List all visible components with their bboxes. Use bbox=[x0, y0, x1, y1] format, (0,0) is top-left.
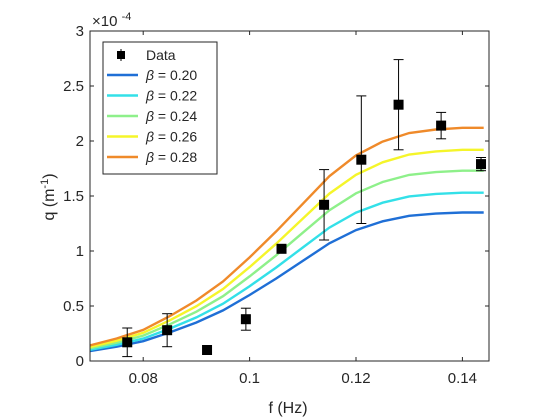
y-tick-label: 2.5 bbox=[63, 78, 84, 95]
data-point bbox=[202, 345, 213, 355]
legend: Data β = 0.20β = 0.22β = 0.24β = 0.26β =… bbox=[102, 41, 218, 175]
x-tick-label: 0.1 bbox=[239, 370, 260, 387]
x-tick-label: 0.08 bbox=[129, 370, 158, 387]
legend-label-5: β = 0.28 bbox=[145, 149, 197, 165]
y-multiplier: ×10 -4 bbox=[92, 11, 131, 30]
legend-label-data: Data bbox=[146, 47, 176, 63]
legend-label-4: β = 0.26 bbox=[145, 129, 197, 145]
x-tick-label: 0.12 bbox=[341, 370, 370, 387]
data-point bbox=[356, 154, 367, 165]
plot-area bbox=[89, 59, 487, 358]
data-point bbox=[393, 99, 404, 110]
x-tick-label: 0.14 bbox=[448, 370, 477, 387]
legend-square-marker bbox=[117, 51, 125, 59]
y-tick-label: 2 bbox=[76, 133, 84, 150]
legend-label-3: β = 0.24 bbox=[145, 108, 197, 124]
y-tick-label: 3 bbox=[76, 23, 84, 40]
curve-series-5 bbox=[89, 126, 484, 347]
data-point bbox=[276, 243, 287, 254]
legend-label-2: β = 0.22 bbox=[145, 88, 197, 104]
data-point bbox=[122, 337, 133, 348]
curve-series-1 bbox=[89, 211, 484, 353]
y-tick-label: 0 bbox=[76, 353, 84, 370]
y-tick-label: 0.5 bbox=[63, 298, 84, 315]
legend-item-data: Data bbox=[117, 47, 176, 63]
legend-curves: β = 0.20 β = 0.22 β = 0.24 β = 0.26 β = 0.28 bbox=[107, 67, 197, 165]
curve-series-4 bbox=[89, 148, 484, 349]
x-axis-label: f (Hz) bbox=[268, 400, 307, 417]
data-point bbox=[319, 199, 330, 210]
curve-series-2 bbox=[89, 191, 484, 351]
data-point bbox=[436, 120, 447, 131]
legend-label-1: β = 0.20 bbox=[145, 67, 197, 83]
curve-series-3 bbox=[89, 169, 484, 350]
y-axis-label: q (m-1) bbox=[39, 173, 58, 220]
data-point bbox=[240, 314, 251, 325]
data-point bbox=[162, 325, 173, 336]
y-tick-label: 1 bbox=[76, 243, 84, 260]
data-point bbox=[476, 159, 487, 170]
legend-box bbox=[102, 41, 218, 175]
axes: 0.08 0.1 0.12 0.14 0 0.5 1 1.5 2 2.5 3 bbox=[63, 23, 490, 387]
y-tick-label: 1.5 bbox=[63, 188, 84, 205]
